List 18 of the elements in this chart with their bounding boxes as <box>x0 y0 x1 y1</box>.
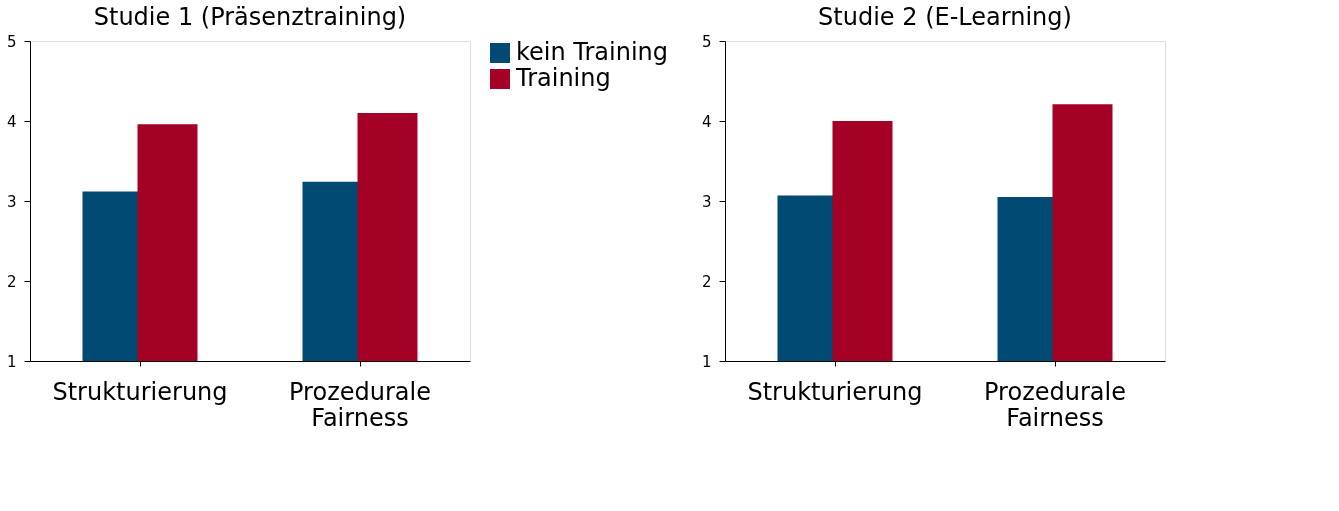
chart-title: Studie 1 (Präsenztraining) <box>93 3 407 31</box>
y-tick-label: 1 <box>701 352 712 371</box>
y-tick-label: 3 <box>6 192 17 211</box>
y-tick-label: 1 <box>6 352 17 371</box>
x-tick-label: Prozedurale Fairness <box>984 377 1126 432</box>
y-tick-label: 5 <box>701 32 712 51</box>
y-tick-label: 4 <box>701 112 712 131</box>
y-tick-label: 3 <box>701 192 712 211</box>
y-tick-label: 2 <box>701 272 712 291</box>
chart-title: Studie 2 (E-Learning) <box>818 3 1072 31</box>
y-tick-label: 4 <box>6 112 17 131</box>
x-tick-label: Strukturierung <box>52 377 228 406</box>
y-tick-label: 5 <box>6 32 17 51</box>
y-tick-label: 2 <box>6 272 17 291</box>
legend-label: kein Training <box>516 38 669 66</box>
legend-label: Training <box>515 64 611 92</box>
x-tick-label: Prozedurale Fairness <box>289 377 431 432</box>
x-tick-label: Strukturierung <box>747 377 923 406</box>
